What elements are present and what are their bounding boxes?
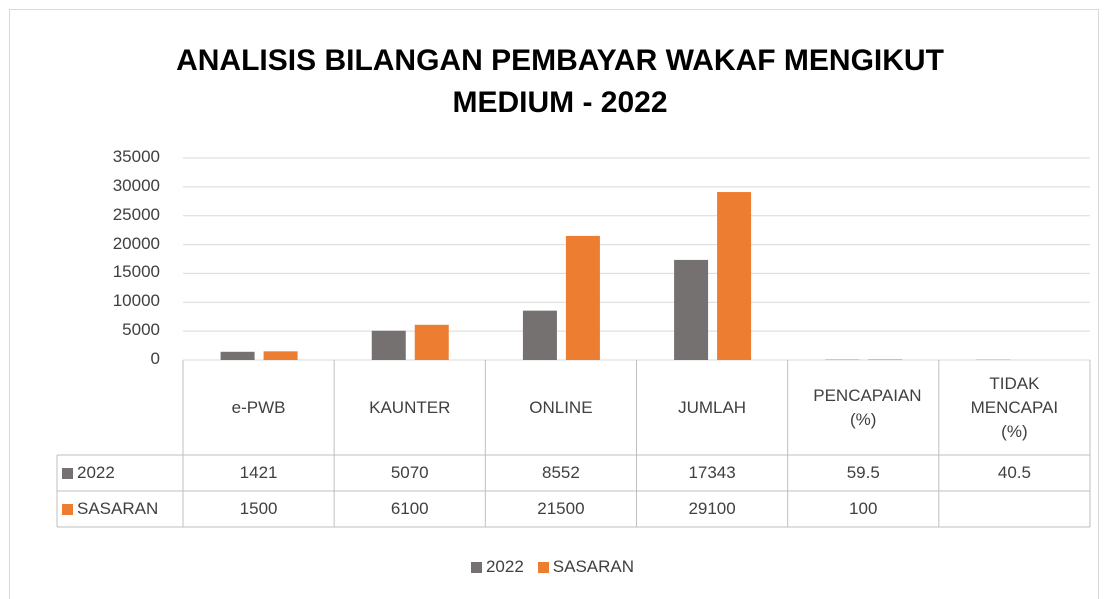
legend-key — [537, 561, 549, 573]
table-value: 17343 — [688, 463, 736, 482]
table-value: 59.5 — [846, 463, 880, 482]
series-name: 2022 — [77, 463, 115, 482]
y-tick-label: 20000 — [112, 233, 160, 253]
y-tick-label: 30000 — [112, 175, 160, 195]
chart-title: ANALISIS BILANGAN PEMBAYAR WAKAF MENGIKU… — [176, 44, 944, 119]
category-label: TIDAK MENCAPAI (%) — [970, 373, 1059, 441]
category-label: PENCAPAIAN (%) — [813, 385, 922, 429]
category-label: KAUNTER — [369, 397, 451, 417]
legend-key — [62, 467, 73, 479]
table-value: 1421 — [239, 463, 278, 482]
table-value: 40.5 — [997, 463, 1031, 482]
table-value: 21500 — [537, 499, 585, 518]
legend-label: 2022 — [485, 557, 524, 576]
legend-key — [470, 561, 482, 573]
y-tick-label: 10000 — [112, 291, 160, 311]
legend: 2022 SASARAN — [0, 554, 1105, 580]
table-value: 100 — [849, 499, 878, 518]
bar — [522, 310, 557, 360]
bar — [263, 351, 298, 360]
bar — [565, 235, 600, 360]
table-value — [939, 491, 1090, 527]
chart-border — [9, 9, 1099, 599]
y-tick-label: 35000 — [112, 147, 160, 166]
legend-entry: 2022 — [62, 455, 115, 491]
y-tick-label: 25000 — [112, 204, 160, 224]
category-label: e-PWB — [231, 397, 286, 417]
table-value: 5070 — [390, 463, 429, 482]
bar — [868, 359, 903, 360]
bar — [371, 330, 406, 360]
bar — [717, 192, 752, 360]
legend-entry: SASARAN — [62, 491, 158, 527]
y-tick-label: 15000 — [112, 262, 160, 282]
table-value: 1500 — [239, 499, 278, 518]
legend-label: SASARAN — [552, 557, 635, 576]
table-value: 29100 — [688, 499, 736, 518]
legend-key — [62, 503, 73, 515]
table-value: 6100 — [390, 499, 429, 518]
y-tick-label: 0 — [150, 349, 160, 368]
category-label: JUMLAH — [678, 397, 747, 417]
bar — [220, 351, 255, 360]
category-label: ONLINE — [529, 397, 593, 417]
bar — [674, 259, 709, 360]
table-value: 8552 — [541, 463, 580, 482]
series-name: SASARAN — [77, 499, 159, 518]
y-tick-label: 5000 — [122, 320, 160, 340]
bar — [414, 324, 449, 360]
